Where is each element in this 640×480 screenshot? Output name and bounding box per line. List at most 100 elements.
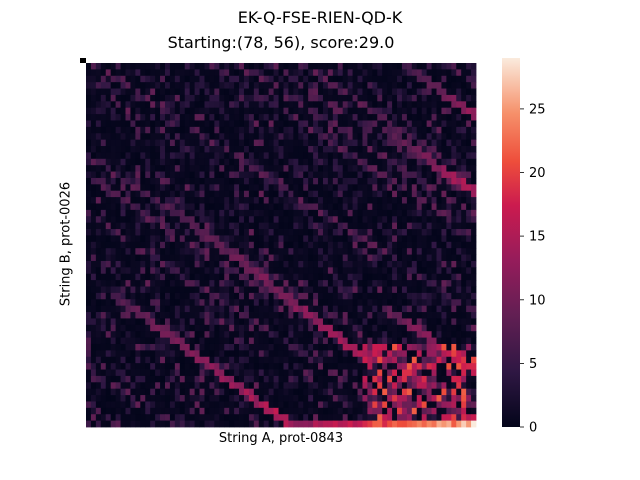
- heatmap-cell: [278, 126, 284, 134]
- heatmap-cell: [120, 165, 126, 172]
- heatmap-cell: [347, 343, 353, 351]
- heatmap-cell: [308, 216, 314, 224]
- heatmap-cell: [273, 267, 279, 275]
- heatmap-cell: [416, 229, 423, 236]
- heatmap-cell: [337, 171, 344, 179]
- heatmap-cell: [451, 395, 457, 402]
- heatmap-cell: [451, 126, 457, 134]
- heatmap-cell: [392, 420, 398, 428]
- heatmap-cell: [387, 395, 393, 402]
- heatmap-cell: [456, 229, 462, 236]
- heatmap-cell: [401, 260, 408, 268]
- heatmap-cell: [115, 254, 121, 262]
- heatmap-cell: [184, 273, 191, 281]
- heatmap-cell: [224, 369, 230, 377]
- heatmap-cell: [189, 152, 196, 160]
- heatmap-cell: [392, 177, 398, 185]
- heatmap-cell: [214, 305, 220, 313]
- heatmap-cell: [164, 229, 171, 236]
- heatmap-cell: [219, 216, 225, 224]
- heatmap-cell: [342, 260, 349, 268]
- heatmap-cell: [214, 94, 220, 102]
- heatmap-cell: [174, 395, 181, 402]
- heatmap-cell: [258, 337, 265, 345]
- heatmap-cell: [105, 401, 112, 409]
- heatmap-cell: [461, 63, 467, 70]
- heatmap-cell: [199, 382, 205, 390]
- heatmap-cell: [298, 139, 304, 147]
- heatmap-cell: [362, 350, 368, 358]
- heatmap-cell: [451, 235, 457, 243]
- heatmap-cell: [421, 382, 428, 390]
- heatmap-cell: [367, 299, 373, 307]
- heatmap-cell: [234, 343, 240, 351]
- heatmap-cell: [308, 401, 314, 409]
- heatmap-cell: [105, 388, 112, 396]
- heatmap-cell: [446, 88, 452, 96]
- heatmap-cell: [239, 395, 245, 402]
- heatmap-cell: [416, 280, 423, 287]
- heatmap-cell: [308, 190, 314, 198]
- heatmap-cell: [145, 305, 151, 313]
- heatmap-cell: [347, 94, 353, 102]
- heatmap-cell: [471, 312, 477, 319]
- heatmap-cell: [332, 363, 339, 370]
- heatmap-cell: [268, 229, 274, 236]
- heatmap-cell: [372, 401, 378, 409]
- heatmap-cell: [164, 299, 171, 307]
- heatmap-cell: [130, 165, 136, 172]
- heatmap-cell: [263, 286, 270, 294]
- heatmap-cell: [426, 401, 432, 409]
- heatmap-cell: [387, 356, 393, 364]
- heatmap-cell: [268, 382, 274, 390]
- heatmap-cell: [224, 107, 230, 115]
- heatmap-cell: [446, 292, 452, 300]
- heatmap-cell: [332, 312, 339, 319]
- heatmap-cell: [411, 177, 418, 185]
- heatmap-cell: [416, 101, 423, 109]
- heatmap-cell: [461, 407, 467, 415]
- heatmap-cell: [179, 133, 186, 141]
- heatmap-cell: [110, 350, 117, 358]
- heatmap-cell: [382, 318, 388, 326]
- heatmap-cell: [90, 369, 97, 377]
- heatmap-cell: [150, 273, 156, 281]
- heatmap-cell: [471, 248, 477, 255]
- heatmap-cell: [352, 331, 358, 338]
- heatmap-cell: [105, 356, 112, 364]
- heatmap-cell: [258, 267, 265, 275]
- heatmap-cell: [145, 107, 151, 115]
- heatmap-cell: [337, 184, 344, 192]
- heatmap-cell: [150, 101, 156, 109]
- heatmap-cell: [184, 94, 191, 102]
- heatmap-cell: [387, 146, 393, 153]
- heatmap-cell: [239, 203, 245, 211]
- heatmap-cell: [362, 420, 368, 428]
- heatmap-cell: [461, 197, 467, 204]
- heatmap-cell: [303, 286, 309, 294]
- heatmap-cell: [145, 222, 151, 230]
- heatmap-cell: [145, 190, 151, 198]
- heatmap-cell: [367, 94, 373, 102]
- heatmap-cell: [352, 260, 358, 268]
- heatmap-cell: [382, 190, 388, 198]
- heatmap-cell: [194, 133, 200, 141]
- heatmap-cell: [234, 388, 240, 396]
- heatmap-cell: [441, 395, 447, 402]
- heatmap-cell: [313, 324, 319, 332]
- heatmap-cell: [308, 209, 314, 217]
- heatmap-cell: [352, 388, 358, 396]
- heatmap-cell: [273, 184, 279, 192]
- heatmap-cell: [441, 203, 447, 211]
- heatmap-cell: [224, 382, 230, 390]
- heatmap-cell: [387, 267, 393, 275]
- heatmap-cell: [120, 337, 126, 345]
- heatmap-cell: [416, 388, 423, 396]
- heatmap-cell: [466, 375, 472, 383]
- heatmap-cell: [446, 286, 452, 294]
- heatmap-cell: [120, 177, 126, 185]
- heatmap-cell: [471, 63, 477, 70]
- heatmap-cell: [382, 420, 388, 428]
- heatmap-cell: [130, 401, 136, 409]
- heatmap-cell: [160, 82, 166, 89]
